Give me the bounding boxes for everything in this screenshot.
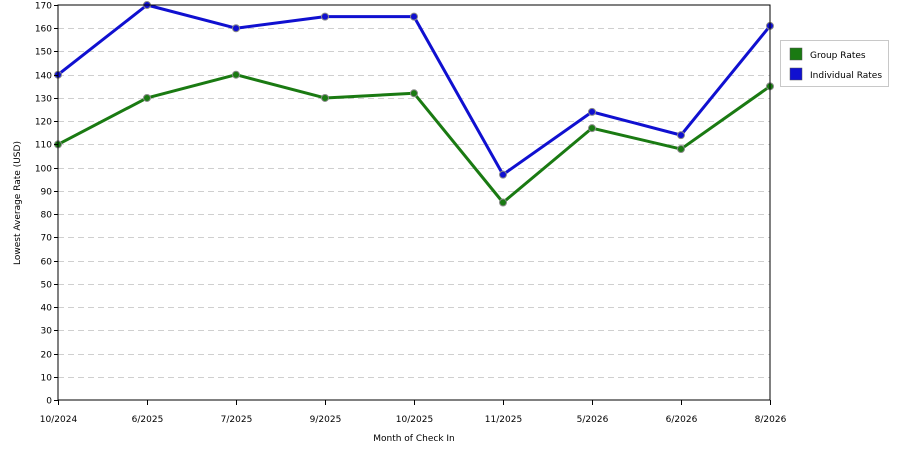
legend-swatch	[789, 67, 803, 81]
x-tick-label: 7/2025	[221, 415, 253, 425]
y-tick-label: 170	[35, 2, 52, 12]
y-tick-label: 110	[35, 141, 52, 151]
y-tick-label: 80	[41, 211, 53, 221]
y-axis-title: Lowest Average Rate (USD)	[13, 141, 23, 265]
grid-lines	[58, 28, 770, 378]
data-point	[232, 70, 240, 79]
data-point	[143, 93, 151, 102]
y-tick-label: 60	[41, 258, 53, 268]
y-tick-label: 10	[41, 374, 53, 384]
data-point	[499, 170, 507, 179]
x-tick-label: 6/2025	[132, 415, 164, 425]
data-point	[588, 124, 596, 133]
y-tick-label: 130	[35, 95, 52, 105]
data-point	[410, 12, 418, 21]
x-tick-label: 8/2026	[755, 415, 787, 425]
data-point	[677, 145, 685, 154]
legend: Group Rates Individual Rates	[780, 40, 889, 87]
y-tick-label: 0	[46, 397, 52, 407]
legend-label: Individual Rates	[810, 71, 882, 81]
x-tick-label: 10/2024	[40, 415, 78, 425]
y-tick-label: 140	[35, 72, 52, 82]
y-tick-label: 160	[35, 25, 52, 35]
data-point	[321, 12, 329, 21]
x-tick-label: 9/2025	[310, 415, 342, 425]
y-tick-label: 100	[35, 165, 52, 175]
data-point	[588, 107, 596, 116]
data-point	[232, 24, 240, 33]
legend-label: Group Rates	[810, 51, 866, 61]
data-point	[677, 131, 685, 140]
y-tick-label: 120	[35, 118, 52, 128]
y-tick-label: 150	[35, 48, 52, 58]
data-point	[410, 89, 418, 98]
data-point	[321, 93, 329, 102]
x-axis-title: Month of Check In	[373, 434, 455, 444]
series-group-rates	[54, 70, 774, 207]
y-tick-label: 40	[41, 304, 53, 314]
plot-area-frame	[57, 4, 771, 401]
x-tick-label: 6/2026	[666, 415, 698, 425]
y-tick-label: 30	[41, 327, 53, 337]
series-layer	[54, 1, 774, 207]
y-tick-label: 70	[41, 234, 53, 244]
axes: 0 10 20 30 40 50 60 70 80 90 100 110 120 130 140 150 160…	[35, 2, 787, 426]
y-tick-label: 90	[41, 188, 53, 198]
x-tick-label: 11/2025	[485, 415, 522, 425]
legend-swatch	[789, 47, 803, 61]
x-tick-label: 5/2026	[577, 415, 609, 425]
y-tick-label: 50	[41, 281, 53, 291]
y-tick-label: 20	[41, 351, 53, 361]
x-tick-label: 10/2025	[396, 415, 433, 425]
data-point	[499, 198, 507, 207]
